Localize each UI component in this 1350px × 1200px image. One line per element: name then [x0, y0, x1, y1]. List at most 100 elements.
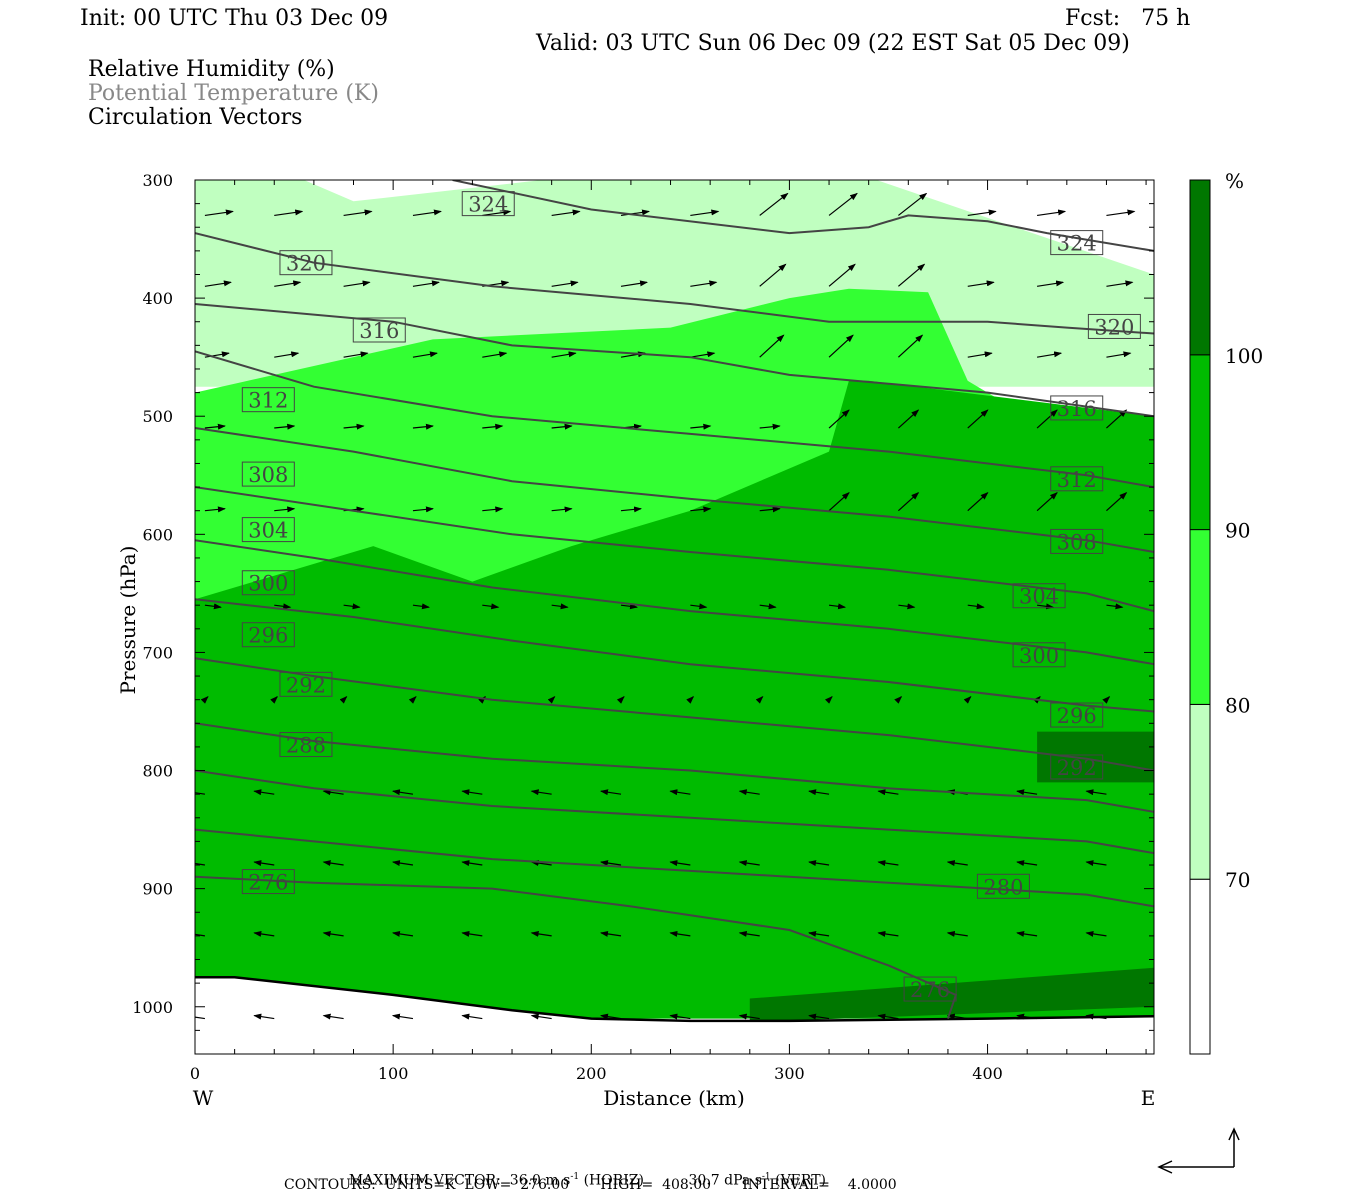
contour-label-box	[1087, 313, 1141, 339]
contour-label-308: 308	[1050, 528, 1104, 554]
wind-vector	[967, 351, 993, 358]
y-tick-label: 900	[142, 880, 173, 899]
contour-label-text: 312	[1057, 468, 1097, 492]
field-vectors-label: Circulation Vectors	[88, 105, 303, 130]
contour-label-box	[241, 570, 295, 596]
theta-contour-labels: 324 324 320 320 316 316 312 312 308 308 304 304 300 3…	[241, 191, 1141, 1002]
contour-label-text: 320	[1094, 315, 1134, 339]
wind-vector	[204, 603, 222, 610]
contour-label-box	[241, 869, 295, 895]
contour-label-box	[241, 622, 295, 648]
contour-label-276: 276	[241, 869, 295, 895]
x-tick-label: 0	[190, 1064, 200, 1083]
wind-vector	[1106, 492, 1128, 512]
y-tick-label: 700	[142, 643, 173, 662]
theta-contour-292	[195, 657, 1154, 772]
wind-vector	[461, 930, 483, 937]
wind-vector	[270, 695, 278, 704]
wind-vector	[343, 280, 371, 287]
contour-label-316: 316	[352, 317, 406, 343]
wind-vector	[204, 209, 234, 217]
y-tick-label: 600	[142, 525, 173, 544]
contour-label-292: 292	[1050, 754, 1104, 780]
colorbar-unit: %	[1225, 169, 1244, 193]
wind-vector	[195, 1016, 205, 1020]
vert-tag: (VERT)	[775, 1172, 826, 1189]
contour-label-box	[1050, 702, 1104, 728]
vert-exponent: -1	[761, 1172, 771, 1182]
contour-label-312: 312	[1050, 466, 1104, 492]
wind-vector	[412, 603, 430, 610]
wind-vector	[482, 423, 504, 430]
wind-vector	[274, 603, 292, 610]
wind-vector	[690, 506, 712, 513]
contour-label-box	[279, 671, 333, 697]
x-axis-title: Distance (km)	[603, 1086, 745, 1110]
wind-vector	[253, 789, 275, 796]
wind-vector	[828, 192, 858, 216]
wind-vector	[461, 1013, 483, 1020]
wind-vector	[1037, 603, 1055, 610]
wind-vector	[828, 492, 850, 512]
wind-vector	[547, 695, 556, 704]
wind-vector	[1016, 930, 1038, 937]
wind-vector	[690, 280, 718, 287]
wind-vector	[343, 603, 361, 610]
wind-vector	[620, 280, 648, 287]
contour-label-296: 296	[1050, 702, 1104, 728]
wind-vector	[898, 603, 916, 610]
wind-vector	[1016, 789, 1038, 796]
wind-vector	[322, 860, 344, 867]
wind-vector	[482, 506, 504, 513]
wind-vector	[204, 423, 226, 430]
wind-vector	[946, 1013, 968, 1020]
contour-label-box	[352, 317, 406, 343]
wind-vector	[600, 789, 622, 796]
wind-vector	[551, 506, 573, 513]
contour-label-box	[1050, 528, 1104, 554]
plot-frame	[194, 179, 1155, 1055]
contour-label-text: 296	[248, 624, 288, 648]
wind-vector	[759, 192, 789, 216]
init-time: Init: 00 UTC Thu 03 Dec 09	[80, 6, 389, 31]
contour-label-288: 288	[279, 732, 333, 758]
wind-vector	[412, 506, 434, 513]
contour-label-box	[903, 976, 957, 1002]
wind-vector	[274, 351, 300, 358]
wind-vector	[828, 603, 847, 610]
wind-vector	[824, 695, 833, 704]
wind-vector	[322, 930, 344, 937]
wind-vector	[195, 792, 205, 795]
contours-info: CONTOURS: UNITS=K LOW= 276.00 HIGH= 408.…	[284, 1177, 897, 1193]
wind-vector	[551, 351, 577, 358]
wind-vector	[946, 930, 968, 937]
contour-label-304: 304	[241, 517, 295, 543]
y-tick-label: 1000	[132, 998, 173, 1017]
contour-label-box	[1050, 466, 1104, 492]
wind-vector	[686, 695, 695, 704]
wind-vector	[963, 695, 972, 704]
contour-label-box	[279, 250, 333, 276]
wind-vector	[897, 492, 920, 512]
wind-vector	[897, 409, 920, 429]
y-tick-label: 500	[142, 407, 173, 426]
wind-vector	[461, 860, 483, 867]
y-tick-label: 800	[142, 762, 173, 781]
wind-vector	[391, 860, 414, 867]
wind-vector	[620, 506, 642, 513]
contour-label-text: 316	[359, 319, 399, 343]
wind-vector	[1106, 603, 1124, 610]
colorbar-swatch	[1189, 703, 1211, 880]
theta-contour-324	[452, 180, 1154, 252]
wind-vector	[690, 351, 716, 358]
wind-vector	[669, 789, 691, 796]
wind-vector	[274, 280, 302, 287]
field-theta-label: Potential Temperature (K)	[88, 81, 379, 106]
wind-vector	[808, 789, 830, 796]
colorbar-level-label: 80	[1225, 693, 1250, 717]
wind-vector	[828, 334, 854, 358]
contour-label-300: 300	[1012, 642, 1066, 668]
wind-vector	[1102, 695, 1111, 704]
contour-label-box	[241, 461, 295, 487]
wind-vector	[204, 506, 226, 513]
